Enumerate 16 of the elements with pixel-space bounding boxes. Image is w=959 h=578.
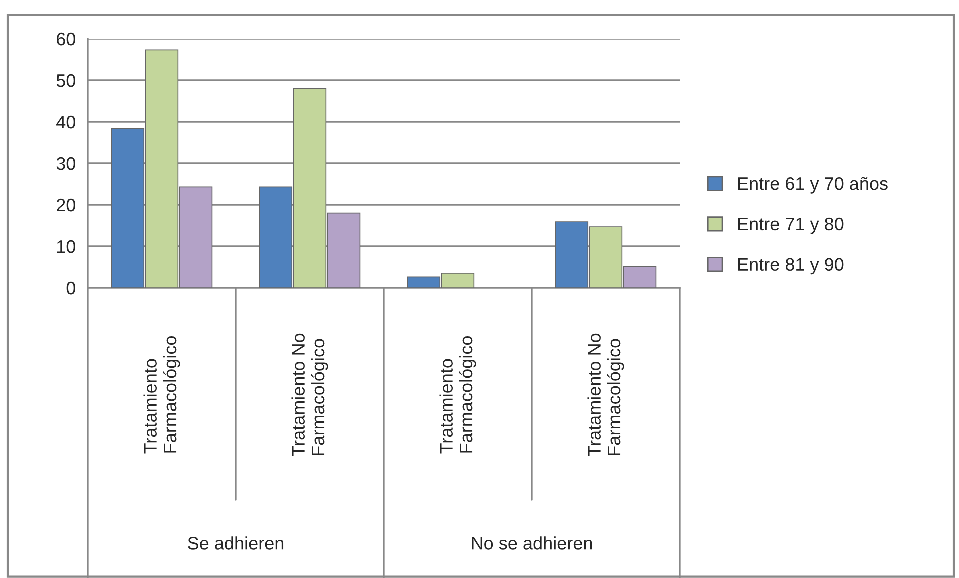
x-tick-label: Tratamiento No Farmacológico <box>588 334 624 456</box>
y-tick-label: 20 <box>57 198 76 212</box>
y-tick-label: 50 <box>56 74 76 88</box>
text: No se adhieren <box>472 536 592 550</box>
y-tick-label: 30 <box>56 157 76 170</box>
y-tick-label: 60 <box>57 32 76 46</box>
x-tick-label: Tratamiento No Farmacológico <box>292 334 328 456</box>
y-tick-label: 0 <box>66 282 76 295</box>
x-tick-label: Tratamiento Farmacológico <box>144 336 180 454</box>
legend-label: Entre 71 y 80 <box>738 218 844 234</box>
y-tick-label: 10 <box>57 240 76 254</box>
legend-label: Entre 61 y 70 años <box>738 177 888 194</box>
legend-label: Entre 81 y 90 <box>738 258 844 275</box>
y-tick-label: 40 <box>56 116 76 129</box>
text: Se adhieren <box>188 536 284 550</box>
x-tick-label: Tratamiento Farmacológico <box>440 336 476 454</box>
